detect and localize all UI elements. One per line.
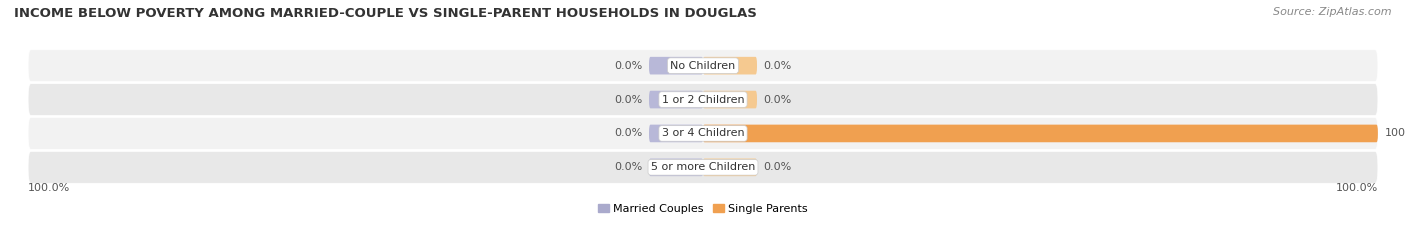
Text: 100.0%: 100.0% [1385,128,1406,138]
FancyBboxPatch shape [650,57,703,75]
Text: No Children: No Children [671,61,735,71]
FancyBboxPatch shape [650,91,703,108]
Text: 0.0%: 0.0% [614,95,643,105]
Text: 100.0%: 100.0% [28,183,70,193]
FancyBboxPatch shape [28,117,1378,149]
Text: 5 or more Children: 5 or more Children [651,162,755,172]
Text: INCOME BELOW POVERTY AMONG MARRIED-COUPLE VS SINGLE-PARENT HOUSEHOLDS IN DOUGLAS: INCOME BELOW POVERTY AMONG MARRIED-COUPL… [14,7,756,20]
Text: 1 or 2 Children: 1 or 2 Children [662,95,744,105]
Text: 0.0%: 0.0% [614,128,643,138]
Text: 3 or 4 Children: 3 or 4 Children [662,128,744,138]
Text: 0.0%: 0.0% [763,162,792,172]
Text: 0.0%: 0.0% [614,162,643,172]
FancyBboxPatch shape [703,91,756,108]
FancyBboxPatch shape [28,84,1378,116]
Legend: Married Couples, Single Parents: Married Couples, Single Parents [593,199,813,218]
FancyBboxPatch shape [703,57,756,75]
Text: 0.0%: 0.0% [763,95,792,105]
FancyBboxPatch shape [28,50,1378,82]
Text: 0.0%: 0.0% [763,61,792,71]
FancyBboxPatch shape [28,151,1378,183]
Text: Source: ZipAtlas.com: Source: ZipAtlas.com [1274,7,1392,17]
Text: 100.0%: 100.0% [1336,183,1378,193]
FancyBboxPatch shape [703,125,1378,142]
FancyBboxPatch shape [650,158,703,176]
FancyBboxPatch shape [650,125,703,142]
FancyBboxPatch shape [703,158,756,176]
Text: 0.0%: 0.0% [614,61,643,71]
